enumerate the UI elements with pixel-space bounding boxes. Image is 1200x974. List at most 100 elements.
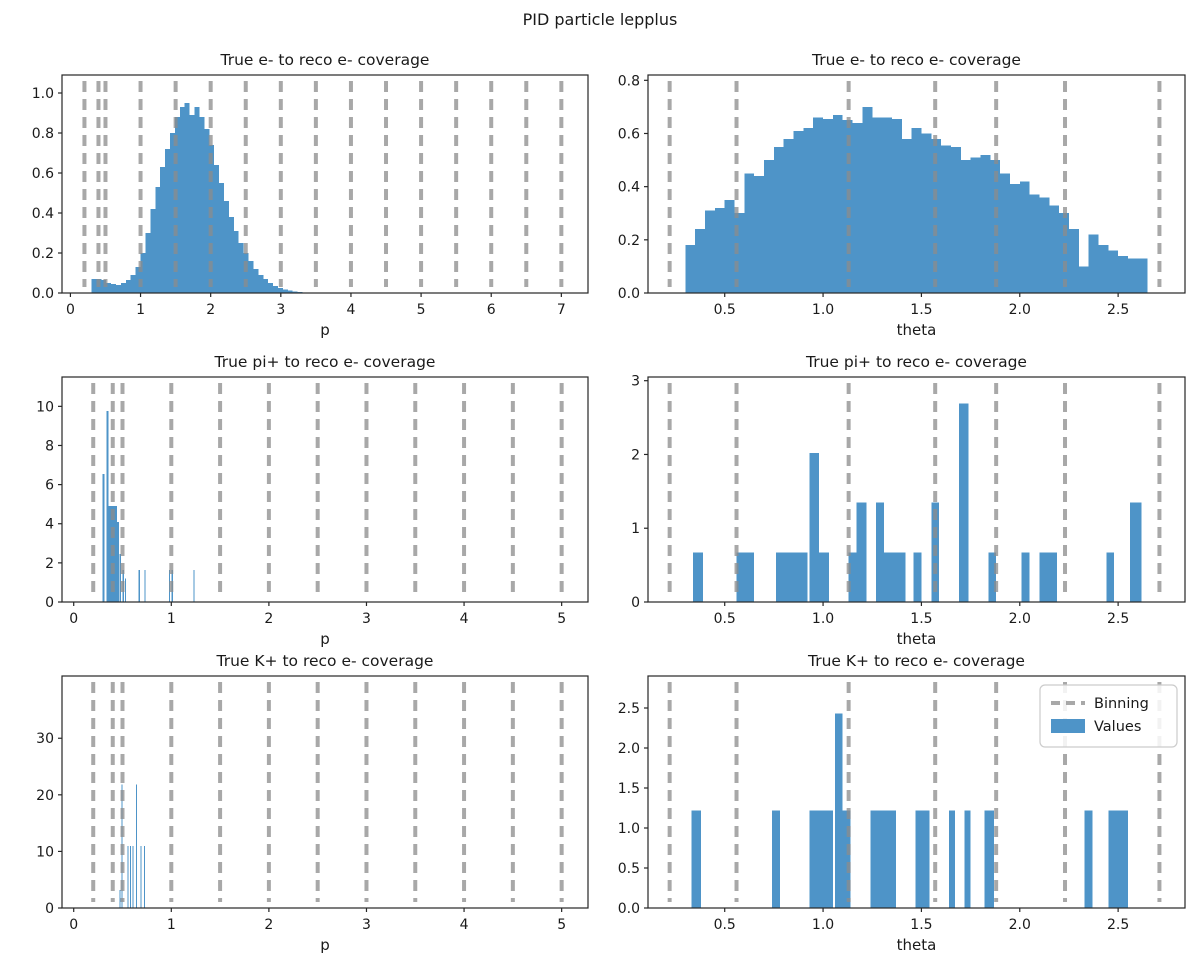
x-tick-label: 5	[557, 611, 566, 627]
histogram-bar	[809, 452, 820, 602]
axes-frame	[61, 675, 589, 909]
histogram-bar	[862, 106, 873, 294]
histogram-bar	[775, 552, 808, 602]
histogram-bar	[140, 845, 142, 908]
histogram-bar	[823, 118, 833, 294]
histogram-bar	[852, 122, 863, 293]
y-tick-label: 10	[36, 844, 54, 860]
histogram-bar	[189, 115, 195, 293]
histogram-bar	[1084, 810, 1093, 908]
y-tick-label: 0.2	[32, 246, 54, 262]
histogram-bar	[144, 570, 146, 602]
y-tick-label: 1.0	[618, 821, 640, 837]
histogram-bar	[970, 157, 981, 293]
legend-label-binning: Binning	[1094, 696, 1149, 712]
histogram-bar	[116, 285, 121, 293]
histogram-bar	[278, 288, 283, 293]
histogram-bar	[102, 473, 105, 602]
x-axis-label: p	[320, 936, 330, 954]
histogram-bar	[691, 810, 702, 908]
histogram-bar	[911, 128, 922, 293]
histogram-bar	[950, 146, 961, 293]
histogram-bar	[1108, 250, 1119, 293]
histogram-bar	[1118, 255, 1128, 293]
histogram-bar	[771, 810, 780, 908]
axes-frame	[61, 376, 589, 603]
histogram-bar	[160, 167, 166, 293]
x-axis-label: p	[320, 630, 330, 648]
x-tick-label: 2.0	[1009, 611, 1031, 627]
x-axis-label: p	[320, 321, 330, 339]
histogram-bar	[282, 289, 288, 293]
histogram-bar	[145, 233, 151, 293]
histogram-bar	[980, 154, 991, 293]
y-tick-label: 1.0	[32, 86, 54, 102]
histogram-bar	[135, 784, 138, 908]
y-tick-label: 1	[631, 521, 640, 537]
y-tick-label: 0.0	[618, 901, 640, 917]
axes-frame	[647, 675, 1186, 909]
histogram-bar	[119, 889, 121, 908]
x-tick-label: 0.5	[714, 611, 736, 627]
x-tick-label: 4	[346, 302, 355, 318]
subplot-title: True K+ to reco e- coverage	[807, 652, 1025, 670]
histogram-bar	[179, 107, 185, 293]
histogram-bar	[1098, 245, 1109, 293]
x-tick-label: 7	[557, 302, 566, 318]
histogram-bar	[258, 275, 264, 293]
x-tick-label: 4	[460, 917, 469, 933]
y-tick-label: 2.5	[618, 701, 640, 717]
histogram-bar	[125, 280, 131, 293]
histogram-bar	[882, 117, 892, 293]
histogram-bar	[744, 173, 755, 293]
y-tick-label: 0.4	[32, 206, 54, 222]
subplot-title: True e- to reco e- coverage	[811, 51, 1021, 69]
histogram-bar	[1021, 552, 1030, 602]
x-tick-label: 0	[69, 917, 78, 933]
subplot-3: 0 1 2 3 4 5 0 2 4 6 8 10 True pi+ to reco e- coverag…	[36, 353, 589, 648]
histogram-bar	[184, 103, 190, 293]
histogram-bar	[243, 253, 249, 293]
histogram-bar	[287, 290, 293, 293]
histogram-bar	[233, 231, 239, 293]
histogram-bar	[1000, 173, 1010, 293]
legend-values-sample	[1051, 719, 1085, 733]
histogram-bar	[1049, 205, 1060, 293]
x-tick-label: 1.5	[910, 302, 932, 318]
x-tick-label: 5	[417, 302, 426, 318]
histogram-bar	[870, 810, 896, 908]
histogram-bar	[693, 552, 704, 602]
subplot-title: True K+ to reco e- coverage	[216, 652, 434, 670]
histogram-bar	[165, 149, 171, 293]
histogram-bar	[913, 552, 922, 602]
histogram-bar	[1039, 197, 1050, 293]
subplot-title: True e- to reco e- coverage	[220, 51, 430, 69]
histogram-bar	[1029, 194, 1040, 293]
histogram-bar	[199, 117, 205, 293]
histogram-bar	[120, 283, 126, 293]
x-axis-label: theta	[897, 630, 937, 648]
histogram-bar	[783, 138, 794, 293]
histogram-bar	[773, 146, 784, 293]
histogram-bar	[714, 207, 725, 293]
x-tick-label: 3	[276, 302, 285, 318]
histogram-bar	[228, 217, 234, 293]
histogram-bar	[1108, 810, 1128, 908]
axes-frame	[647, 74, 1186, 294]
y-tick-label: 0.6	[32, 166, 54, 182]
histogram-bar	[143, 845, 145, 908]
histogram-bar	[224, 201, 229, 293]
histogram-bar	[106, 411, 109, 602]
histogram-bar	[150, 209, 156, 293]
y-tick-label: 8	[45, 438, 54, 454]
y-tick-label: 2	[631, 447, 640, 463]
histogram-bar	[754, 176, 765, 293]
x-tick-label: 2.5	[1107, 917, 1129, 933]
x-tick-label: 2.5	[1107, 302, 1129, 318]
x-tick-label: 3	[362, 611, 371, 627]
histogram-bar	[842, 810, 851, 908]
histogram-bar	[253, 269, 259, 293]
histogram-bar	[130, 275, 136, 293]
